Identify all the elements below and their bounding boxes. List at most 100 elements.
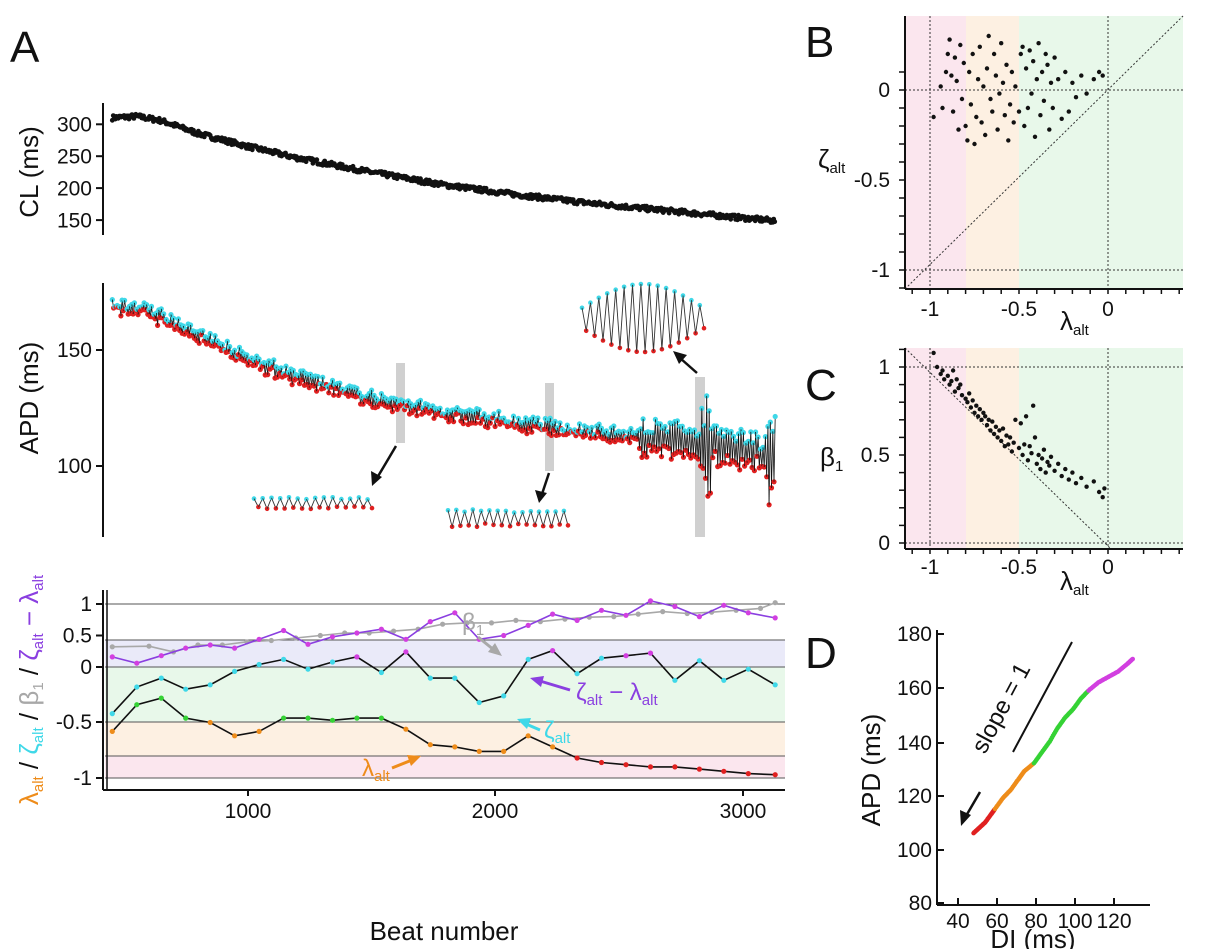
indices-tick-label-1: 1 (80, 593, 92, 616)
annotation-lambda-symbol: λ (362, 755, 374, 782)
panel-d-ytick-label-160: 160 (897, 677, 932, 700)
panel-c-point (974, 403, 979, 408)
annotation-lambda-arrowhead (407, 755, 421, 766)
inset-trace-segment (636, 283, 642, 352)
series-point-2 (354, 654, 360, 660)
inset-point (701, 325, 707, 331)
apd-trace-segment (754, 431, 756, 471)
apd-trace-segment (725, 429, 728, 456)
panel-b-point (1073, 95, 1079, 100)
series-point-1 (378, 626, 384, 632)
panel-d-xtick-label-80: 80 (1024, 910, 1047, 933)
panel-c-point (942, 377, 947, 382)
panel-c-point (988, 428, 993, 433)
annotation-lambda: λalt (362, 755, 391, 785)
panel-b-point (995, 127, 1000, 132)
panel-b-point (943, 69, 949, 75)
inset-point (291, 505, 296, 510)
panel-c-zone-green (1019, 348, 1183, 549)
beat-tick-label-3000: 3000 (720, 800, 767, 823)
series-point-1 (721, 602, 727, 608)
zone-band-green (105, 667, 785, 722)
series-point-1 (158, 653, 164, 659)
inset-trace-segment (451, 509, 457, 527)
panel-b-point (1007, 102, 1013, 107)
series-point-3 (623, 762, 629, 768)
series-point-1 (745, 610, 751, 616)
inset-arrow-3-head (673, 351, 687, 364)
inset-trace-segment (665, 288, 671, 347)
panel-b-point (931, 114, 936, 120)
apd-trace-segment (701, 408, 704, 469)
panel-c-point (1023, 414, 1029, 419)
cl-point (772, 219, 778, 225)
panel-c-point (956, 385, 961, 391)
apd-trace-segment (273, 359, 276, 379)
apd-point (169, 322, 175, 328)
series-point-3 (721, 768, 727, 774)
panel-b-point (1043, 51, 1048, 57)
inset-trace-segment (468, 509, 474, 526)
panel-b-ytick-neg-1: -1 (871, 259, 890, 282)
cl-point (728, 216, 734, 222)
apd-trace-segment (675, 420, 678, 454)
panel-b-zone-green (1019, 16, 1183, 289)
inset-trace-segment (530, 511, 536, 526)
inset-point (273, 506, 279, 511)
cl-point (477, 185, 483, 190)
inset-arrow-1-head (371, 471, 382, 486)
panel-b-point (990, 109, 995, 114)
panel-c-point (1047, 463, 1052, 468)
panel-c-ytick-1: 1 (878, 356, 890, 379)
panel-c-point (958, 382, 963, 387)
apd-point (227, 343, 233, 350)
annotation-lambda-sub: alt (374, 768, 391, 785)
panel-b-identity-line (904, 15, 1184, 290)
panel-c-xlabel-symbol: λ (1060, 566, 1073, 596)
panel-b-point (1031, 59, 1036, 64)
series-point-2 (134, 684, 140, 690)
series-point-3 (501, 748, 507, 755)
zone-band-red (105, 756, 785, 778)
panel-b-point (938, 84, 943, 89)
apd-trace-segment (732, 436, 734, 461)
panel-letter-b: B (805, 18, 834, 67)
inset-trace-segment (501, 510, 507, 526)
panel-d-ytick-label-100: 100 (897, 839, 932, 862)
panel-c-point (1045, 459, 1050, 465)
apd-trace-segment (710, 428, 712, 494)
apd-trace-segment (371, 390, 374, 408)
panel-c-zone-orange (966, 348, 1019, 549)
series-point-1 (354, 630, 360, 636)
apd-trace-segment (700, 408, 703, 467)
panel-c-point (1006, 442, 1011, 447)
panel-b-point (983, 132, 988, 138)
cl-point (644, 203, 649, 209)
annotation-zeta-minus-lambda: ζalt − λalt (576, 679, 658, 709)
panel-b-point (1096, 69, 1102, 75)
series-point-1 (207, 642, 213, 648)
series-point-3 (452, 744, 458, 750)
panel-b-point (991, 51, 997, 57)
inset-trace-segment (653, 285, 659, 352)
panel-b-point (1045, 62, 1050, 67)
series-point-3 (696, 766, 703, 772)
panel-c-point (990, 419, 995, 424)
panel-b-ytick-0: 0 (878, 79, 890, 102)
panel-c-point (1084, 484, 1089, 489)
panel-b-point (958, 42, 963, 48)
series-point-1 (109, 654, 115, 660)
inset-point (676, 340, 682, 345)
panel-b-point (1039, 69, 1045, 75)
apd-trace-segment (650, 432, 653, 451)
inset-trace-segment (563, 510, 569, 526)
panel-c-point (1016, 445, 1022, 451)
panel-c-data-points (931, 350, 1107, 500)
panel-b-data-points (931, 33, 1105, 147)
panel-b-point (977, 44, 982, 49)
panel-c-point (1043, 470, 1048, 475)
series-point-2 (452, 675, 458, 681)
annotation-lambda-arrow (391, 758, 413, 770)
panel-b-point (1050, 105, 1056, 111)
apd-point (200, 328, 206, 334)
